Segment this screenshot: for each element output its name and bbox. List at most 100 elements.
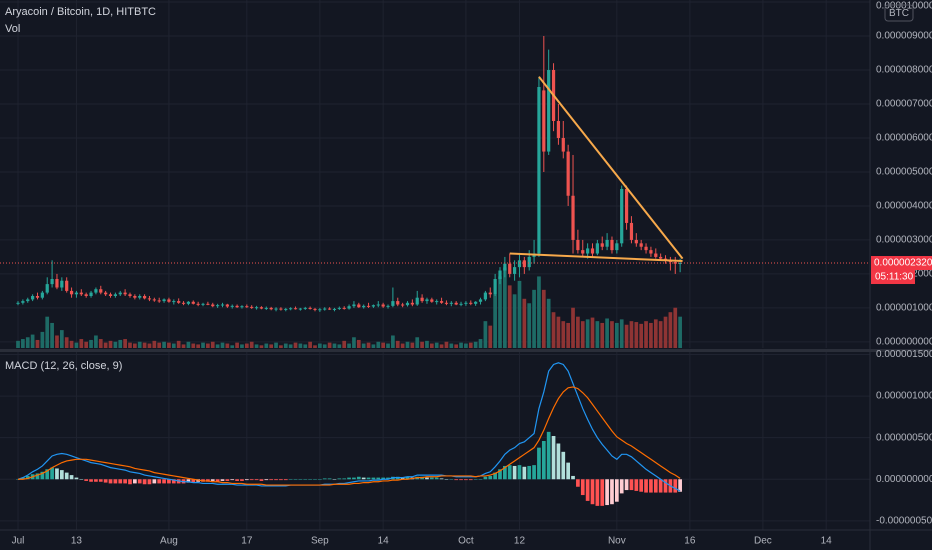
- candle-body: [459, 303, 463, 305]
- histogram-bar: [488, 475, 493, 480]
- histogram-bar: [678, 479, 682, 492]
- volume-bar: [142, 342, 147, 348]
- candle-body: [620, 188, 624, 244]
- volume-bar: [327, 342, 332, 348]
- histogram-bar: [254, 479, 259, 481]
- histogram-bar: [249, 479, 254, 481]
- volume-bar: [254, 344, 259, 348]
- volume-bar: [244, 343, 249, 348]
- volume-bar: [50, 322, 54, 348]
- histogram-bar: [600, 479, 605, 506]
- candle-body: [79, 292, 83, 295]
- volume-bar: [522, 298, 527, 348]
- pane-separator: [0, 349, 932, 352]
- volume-bar: [352, 337, 356, 348]
- volume-bar: [303, 344, 308, 348]
- unit-label[interactable]: BTC: [889, 8, 909, 19]
- volume-bar: [288, 344, 293, 348]
- histogram-bar: [235, 479, 239, 481]
- candle-body: [420, 297, 424, 302]
- volume-bar: [537, 276, 541, 348]
- candle-body: [381, 304, 385, 307]
- volume-bar: [673, 307, 678, 348]
- candle-body: [634, 239, 638, 244]
- candle-body: [186, 301, 191, 304]
- volume-bar: [634, 322, 639, 348]
- histogram-bar: [400, 477, 405, 480]
- volume-bar: [123, 339, 127, 348]
- candle-body: [512, 267, 517, 274]
- histogram-bar: [347, 477, 351, 480]
- candle-body: [74, 292, 79, 295]
- candle-body: [240, 306, 244, 308]
- candle-body: [410, 302, 414, 305]
- candle-body: [425, 299, 429, 302]
- candle-body: [469, 302, 473, 304]
- volume-bar: [498, 276, 502, 348]
- candle-body: [595, 243, 599, 254]
- volume-bar: [108, 340, 113, 348]
- histogram-bar: [21, 477, 25, 480]
- macd-pane: [16, 362, 682, 506]
- unit-box[interactable]: [884, 4, 914, 22]
- volume-bar: [556, 316, 561, 348]
- candle-body: [313, 308, 317, 310]
- histogram-bar: [381, 477, 386, 480]
- volume-bar: [220, 342, 225, 348]
- histogram-bar: [137, 479, 142, 484]
- candle-body: [308, 307, 312, 309]
- grid: [0, 0, 870, 530]
- candle-body: [615, 243, 619, 251]
- candle-body: [576, 239, 580, 251]
- histogram-bar: [507, 465, 512, 480]
- candle-body: [624, 188, 629, 223]
- volume-bar: [391, 335, 395, 348]
- volume-bar: [322, 344, 327, 348]
- histogram-bar: [303, 479, 308, 480]
- volume-bar: [79, 339, 84, 348]
- candle-body: [659, 256, 663, 259]
- x-tick-label: Oct: [458, 536, 474, 547]
- volume-bar: [94, 335, 98, 348]
- candle-body: [235, 305, 239, 308]
- volume-bar: [89, 339, 93, 348]
- x-tick-label: 17: [241, 536, 253, 547]
- volume-bar: [40, 331, 45, 348]
- histogram-bar: [590, 479, 595, 505]
- candle-body: [65, 280, 69, 291]
- candle-body: [517, 260, 522, 268]
- volume-bar: [468, 342, 473, 348]
- candle-body: [45, 284, 49, 293]
- volume-bar: [517, 280, 522, 348]
- histogram-bar: [634, 479, 639, 491]
- histogram-bar: [103, 479, 108, 483]
- histogram-bar: [230, 479, 235, 481]
- candle-body: [556, 120, 561, 138]
- volume-bar: [133, 343, 137, 348]
- x-tick-label: Aug: [160, 536, 178, 547]
- volume-bar: [512, 294, 517, 348]
- candle-body: [26, 299, 30, 302]
- volume-bar: [206, 343, 210, 348]
- histogram-bar: [64, 472, 69, 480]
- candle-body: [216, 305, 220, 307]
- last-price-box: [871, 256, 932, 271]
- candle-body: [147, 298, 152, 300]
- candle-body: [318, 309, 322, 311]
- histogram-bar: [259, 479, 264, 481]
- histogram-bar: [35, 473, 40, 480]
- histogram-bar: [546, 431, 551, 480]
- volume-bar: [668, 312, 673, 348]
- volume-bar: [464, 343, 468, 348]
- volume-bar: [644, 321, 648, 348]
- volume-bar: [157, 342, 162, 348]
- histogram-bar: [551, 436, 556, 480]
- candle-body: [498, 270, 502, 280]
